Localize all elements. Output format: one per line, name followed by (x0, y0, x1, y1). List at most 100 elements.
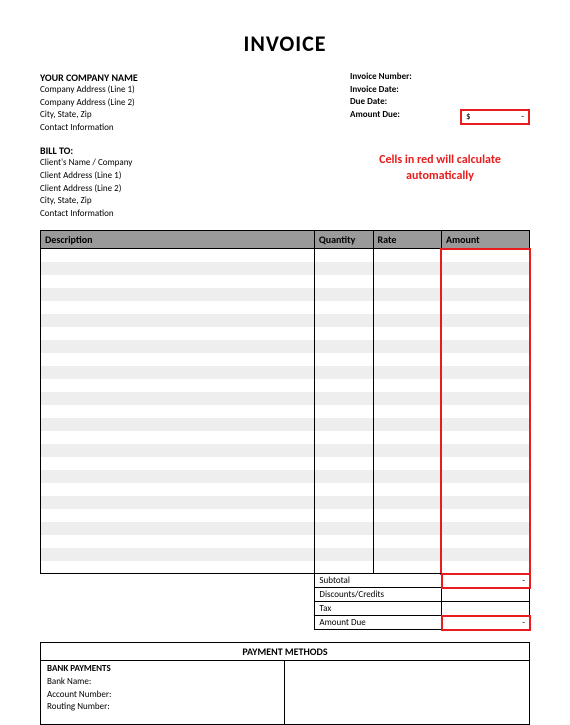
bank-payments-header: BANK PAYMENTS (47, 663, 278, 676)
cell (41, 470, 315, 483)
cell (314, 288, 373, 301)
cell (373, 301, 441, 314)
table-row (41, 483, 530, 496)
table-row (41, 249, 530, 262)
bill-to-addr2: Client Address (Line 2) (40, 183, 350, 196)
cell (314, 366, 373, 379)
table-row (41, 314, 530, 327)
cell (373, 379, 441, 392)
cell (41, 275, 315, 288)
discounts-label: Discounts/Credits (315, 588, 442, 602)
cell (441, 379, 529, 392)
cell (373, 340, 441, 353)
discounts-value (442, 588, 530, 602)
amount-due-box: $ - (460, 109, 530, 126)
cell (373, 327, 441, 340)
cell (41, 262, 315, 275)
cell (41, 379, 315, 392)
amount-due-currency: $ (466, 111, 471, 124)
summary-table: Subtotal - Discounts/Credits Tax Amount … (314, 573, 530, 630)
top-section: YOUR COMPANY NAME Company Address (Line … (40, 71, 530, 220)
cell (314, 457, 373, 470)
table-row (41, 522, 530, 535)
bill-to-block: BILL TO: Client's Name / Company Client … (40, 144, 350, 220)
payment-header: PAYMENT METHODS (41, 643, 529, 661)
cell (373, 535, 441, 548)
cell (41, 535, 315, 548)
line-items-wrap: Description Quantity Rate Amount (40, 230, 530, 574)
cell (441, 327, 529, 340)
table-row (41, 496, 530, 509)
table-row (41, 366, 530, 379)
invoice-date-label: Invoice Date: (350, 84, 399, 97)
cell (41, 561, 315, 574)
cell (314, 392, 373, 405)
cell (441, 353, 529, 366)
cell (373, 288, 441, 301)
cell (314, 249, 373, 262)
line-items-table: Description Quantity Rate Amount (40, 230, 530, 574)
summary-amount-due-value: - (442, 616, 530, 630)
table-row (41, 262, 530, 275)
col-quantity: Quantity (314, 231, 373, 249)
cell (441, 275, 529, 288)
bill-to-name: Client's Name / Company (40, 157, 350, 170)
cell (314, 353, 373, 366)
amount-due-label: Amount Due: (350, 109, 400, 126)
cell (373, 444, 441, 457)
cell (314, 470, 373, 483)
amount-due-value: - (521, 111, 524, 124)
cell (441, 483, 529, 496)
cell (41, 496, 315, 509)
cell (314, 327, 373, 340)
cell (41, 327, 315, 340)
callout-line1: Cells in red will calculate (350, 153, 530, 169)
routing-number: Routing Number: (47, 701, 278, 714)
cell (41, 431, 315, 444)
cell (441, 535, 529, 548)
bill-to-city: City, State, Zip (40, 195, 350, 208)
cell (41, 366, 315, 379)
cell (41, 392, 315, 405)
col-description: Description (41, 231, 315, 249)
cell (314, 561, 373, 574)
invoice-number-label: Invoice Number: (350, 71, 412, 84)
table-row (41, 418, 530, 431)
table-row (41, 353, 530, 366)
cell (373, 405, 441, 418)
cell (41, 548, 315, 561)
table-row (41, 301, 530, 314)
cell (373, 366, 441, 379)
callout-line2: automatically (350, 169, 530, 185)
cell (41, 509, 315, 522)
table-row (41, 457, 530, 470)
tax-value (442, 602, 530, 616)
cell (373, 470, 441, 483)
cell (41, 249, 315, 262)
cell (441, 366, 529, 379)
cell (441, 561, 529, 574)
col-rate: Rate (373, 231, 441, 249)
table-row (41, 561, 530, 574)
company-addr1: Company Address (Line 1) (40, 84, 350, 97)
table-row (41, 509, 530, 522)
company-name: YOUR COMPANY NAME (40, 71, 350, 84)
cell (373, 483, 441, 496)
company-block: YOUR COMPANY NAME Company Address (Line … (40, 71, 350, 220)
cell (441, 470, 529, 483)
cell (373, 457, 441, 470)
table-row (41, 535, 530, 548)
cell (373, 353, 441, 366)
table-row (41, 288, 530, 301)
table-row (41, 548, 530, 561)
cell (373, 548, 441, 561)
table-row (41, 405, 530, 418)
cell (314, 496, 373, 509)
bank-name: Bank Name: (47, 676, 278, 689)
cell (314, 483, 373, 496)
summary-block: Subtotal - Discounts/Credits Tax Amount … (40, 573, 530, 630)
bill-to-contact: Contact Information (40, 208, 350, 221)
company-city: City, State, Zip (40, 109, 350, 122)
cell (441, 301, 529, 314)
cell (41, 522, 315, 535)
